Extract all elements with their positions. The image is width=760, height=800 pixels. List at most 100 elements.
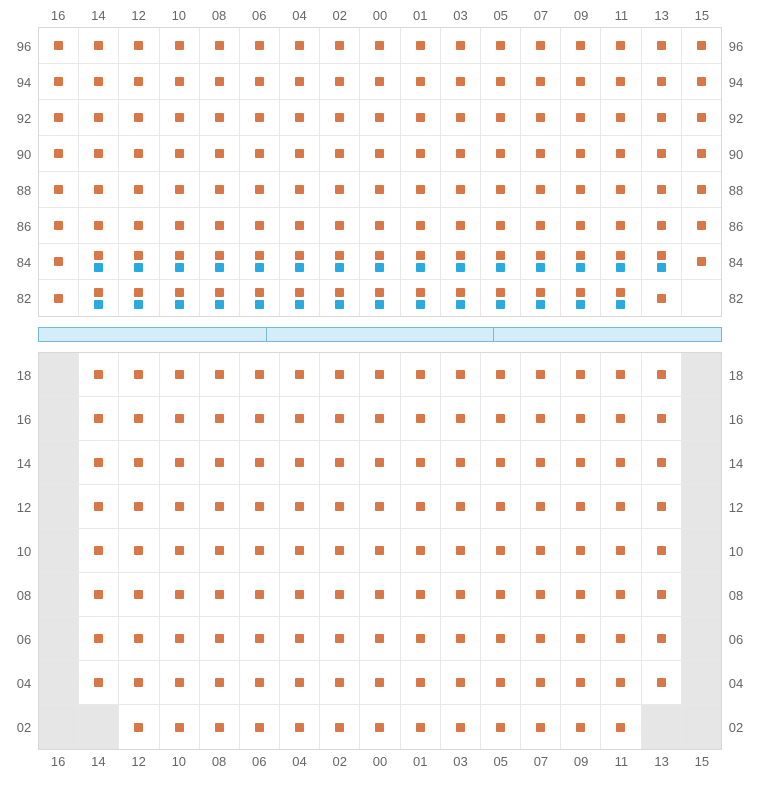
seat-orange[interactable] (496, 113, 505, 122)
seat-orange[interactable] (134, 149, 143, 158)
seat-orange[interactable] (134, 502, 143, 511)
seat-blue[interactable] (576, 300, 585, 309)
seat-orange[interactable] (536, 251, 545, 260)
seat-orange[interactable] (416, 251, 425, 260)
seat-orange[interactable] (536, 678, 545, 687)
seat-orange[interactable] (576, 458, 585, 467)
seat-blue[interactable] (215, 263, 224, 272)
seat-blue[interactable] (616, 300, 625, 309)
seat-orange[interactable] (697, 257, 706, 266)
seat-orange[interactable] (416, 546, 425, 555)
seat-orange[interactable] (576, 678, 585, 687)
seat-orange[interactable] (576, 546, 585, 555)
seat-orange[interactable] (536, 723, 545, 732)
seat-orange[interactable] (536, 288, 545, 297)
seat-orange[interactable] (657, 458, 666, 467)
seat-orange[interactable] (54, 149, 63, 158)
seat-orange[interactable] (134, 41, 143, 50)
seat-orange[interactable] (134, 678, 143, 687)
seat-orange[interactable] (616, 288, 625, 297)
seat-orange[interactable] (496, 221, 505, 230)
seat-orange[interactable] (496, 678, 505, 687)
seat-orange[interactable] (94, 458, 103, 467)
seat-orange[interactable] (416, 149, 425, 158)
seat-orange[interactable] (134, 185, 143, 194)
seat-orange[interactable] (215, 723, 224, 732)
seat-orange[interactable] (215, 41, 224, 50)
seat-orange[interactable] (295, 723, 304, 732)
seat-orange[interactable] (657, 590, 666, 599)
seat-orange[interactable] (496, 77, 505, 86)
seat-blue[interactable] (335, 300, 344, 309)
seat-orange[interactable] (94, 288, 103, 297)
seat-orange[interactable] (215, 221, 224, 230)
seat-orange[interactable] (456, 458, 465, 467)
seat-orange[interactable] (375, 414, 384, 423)
seat-orange[interactable] (94, 251, 103, 260)
seat-orange[interactable] (657, 294, 666, 303)
seat-blue[interactable] (175, 300, 184, 309)
seat-orange[interactable] (54, 185, 63, 194)
seat-orange[interactable] (697, 41, 706, 50)
seat-orange[interactable] (657, 149, 666, 158)
seat-orange[interactable] (616, 113, 625, 122)
seat-orange[interactable] (616, 546, 625, 555)
seat-orange[interactable] (335, 185, 344, 194)
seat-orange[interactable] (536, 113, 545, 122)
seat-orange[interactable] (375, 723, 384, 732)
seat-orange[interactable] (657, 414, 666, 423)
seat-orange[interactable] (456, 414, 465, 423)
seat-orange[interactable] (175, 546, 184, 555)
seat-blue[interactable] (536, 263, 545, 272)
seat-blue[interactable] (335, 263, 344, 272)
seat-orange[interactable] (215, 251, 224, 260)
seat-orange[interactable] (295, 634, 304, 643)
seat-orange[interactable] (134, 251, 143, 260)
seat-orange[interactable] (375, 634, 384, 643)
seat-orange[interactable] (94, 149, 103, 158)
seat-orange[interactable] (375, 77, 384, 86)
seat-orange[interactable] (416, 185, 425, 194)
seat-blue[interactable] (536, 300, 545, 309)
seat-orange[interactable] (616, 678, 625, 687)
seat-orange[interactable] (255, 590, 264, 599)
seat-orange[interactable] (175, 370, 184, 379)
seat-blue[interactable] (215, 300, 224, 309)
seat-orange[interactable] (536, 149, 545, 158)
seat-orange[interactable] (175, 634, 184, 643)
seat-orange[interactable] (255, 185, 264, 194)
seat-orange[interactable] (657, 251, 666, 260)
seat-orange[interactable] (576, 502, 585, 511)
seat-orange[interactable] (295, 370, 304, 379)
seat-orange[interactable] (134, 77, 143, 86)
seat-orange[interactable] (496, 546, 505, 555)
seat-orange[interactable] (134, 414, 143, 423)
seat-orange[interactable] (697, 185, 706, 194)
seat-orange[interactable] (697, 149, 706, 158)
seat-orange[interactable] (295, 251, 304, 260)
seat-orange[interactable] (657, 370, 666, 379)
seat-blue[interactable] (496, 263, 505, 272)
seat-orange[interactable] (295, 288, 304, 297)
seat-orange[interactable] (134, 458, 143, 467)
seat-orange[interactable] (456, 251, 465, 260)
seat-orange[interactable] (295, 221, 304, 230)
seat-orange[interactable] (255, 288, 264, 297)
seat-orange[interactable] (456, 113, 465, 122)
seat-orange[interactable] (335, 678, 344, 687)
seat-orange[interactable] (616, 590, 625, 599)
seat-orange[interactable] (295, 590, 304, 599)
seat-orange[interactable] (215, 458, 224, 467)
seat-orange[interactable] (215, 185, 224, 194)
seat-orange[interactable] (295, 185, 304, 194)
seat-orange[interactable] (215, 113, 224, 122)
seat-blue[interactable] (94, 263, 103, 272)
seat-orange[interactable] (536, 458, 545, 467)
seat-orange[interactable] (335, 634, 344, 643)
seat-orange[interactable] (616, 414, 625, 423)
seat-orange[interactable] (657, 502, 666, 511)
seat-orange[interactable] (416, 678, 425, 687)
seat-blue[interactable] (616, 263, 625, 272)
seat-orange[interactable] (536, 370, 545, 379)
seat-orange[interactable] (375, 185, 384, 194)
